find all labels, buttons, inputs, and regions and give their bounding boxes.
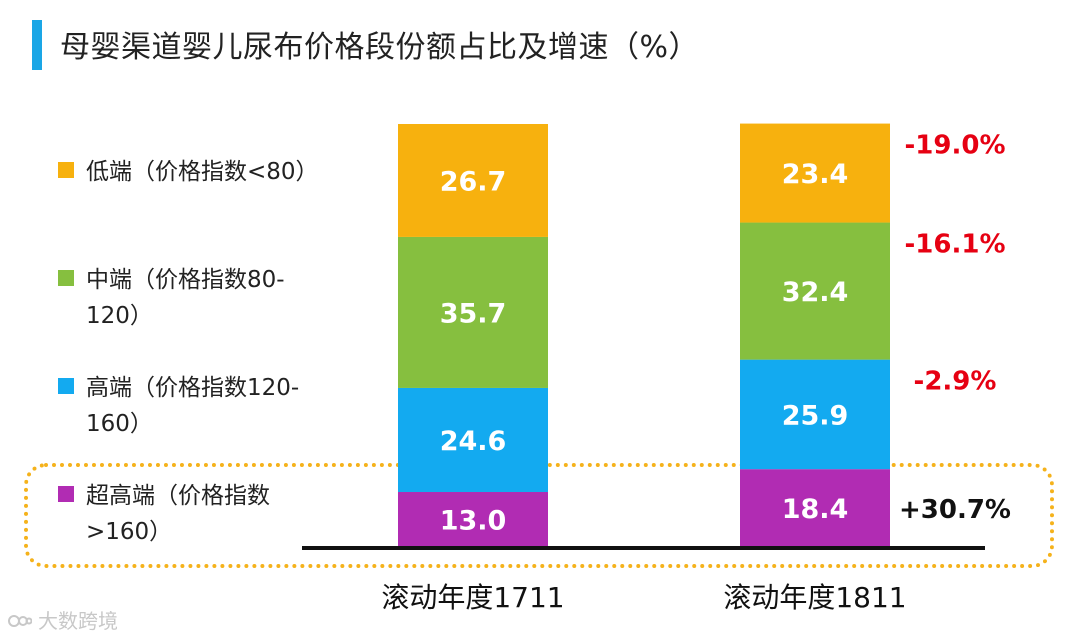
title-accent-bar bbox=[32, 20, 42, 70]
bar-segment-1-2 bbox=[740, 222, 890, 360]
bar-value-label-0-3: 26.7 bbox=[440, 166, 507, 197]
x-tick-label-0: 滚动年度1711 bbox=[381, 581, 564, 614]
growth-label-2: -16.1% bbox=[905, 230, 1006, 260]
watermark-text: 大数跨境 bbox=[38, 609, 118, 633]
bar-segment-1-0 bbox=[740, 469, 890, 547]
legend-swatch-mid bbox=[58, 270, 74, 286]
bar-value-label-0-1: 24.6 bbox=[440, 426, 507, 457]
chart-title: 母婴渠道婴儿尿布价格段份额占比及增速（%） bbox=[60, 30, 700, 65]
bar-segment-0-3 bbox=[398, 124, 548, 237]
bar-value-label-0-2: 35.7 bbox=[440, 298, 507, 329]
bar-segment-0-0 bbox=[398, 492, 548, 547]
legend-swatch-high bbox=[58, 378, 74, 394]
legend-swatch-low bbox=[58, 162, 74, 178]
legend-label-premium: 超高端（价格指数 >160） bbox=[86, 483, 270, 545]
bar-segment-0-1 bbox=[398, 387, 548, 493]
bar-value-label-1-3: 23.4 bbox=[782, 159, 849, 190]
legend-label-low: 低端（价格指数<80） bbox=[86, 159, 319, 185]
legend-swatch-premium bbox=[58, 486, 74, 502]
growth-label-0: +30.7% bbox=[899, 495, 1011, 525]
bar-value-label-1-1: 25.9 bbox=[782, 400, 849, 431]
bar-value-label-1-0: 18.4 bbox=[782, 494, 849, 525]
legend-label-high: 高端（价格指数120- 160） bbox=[86, 375, 300, 437]
watermark-logo-icon bbox=[8, 615, 32, 627]
bar-value-label-1-2: 32.4 bbox=[782, 277, 849, 308]
growth-label-1: -2.9% bbox=[914, 367, 997, 397]
growth-label-3: -19.0% bbox=[905, 131, 1006, 161]
bar-value-label-0-0: 13.0 bbox=[440, 506, 507, 537]
x-tick-label-1: 滚动年度1811 bbox=[723, 581, 906, 614]
watermark: 大数跨境 bbox=[8, 605, 118, 634]
bar-segment-0-2 bbox=[398, 236, 548, 388]
bar-segment-1-1 bbox=[740, 359, 890, 470]
legend-label-mid: 中端（价格指数80- 120） bbox=[86, 267, 285, 329]
bar-segment-1-3 bbox=[740, 123, 890, 223]
